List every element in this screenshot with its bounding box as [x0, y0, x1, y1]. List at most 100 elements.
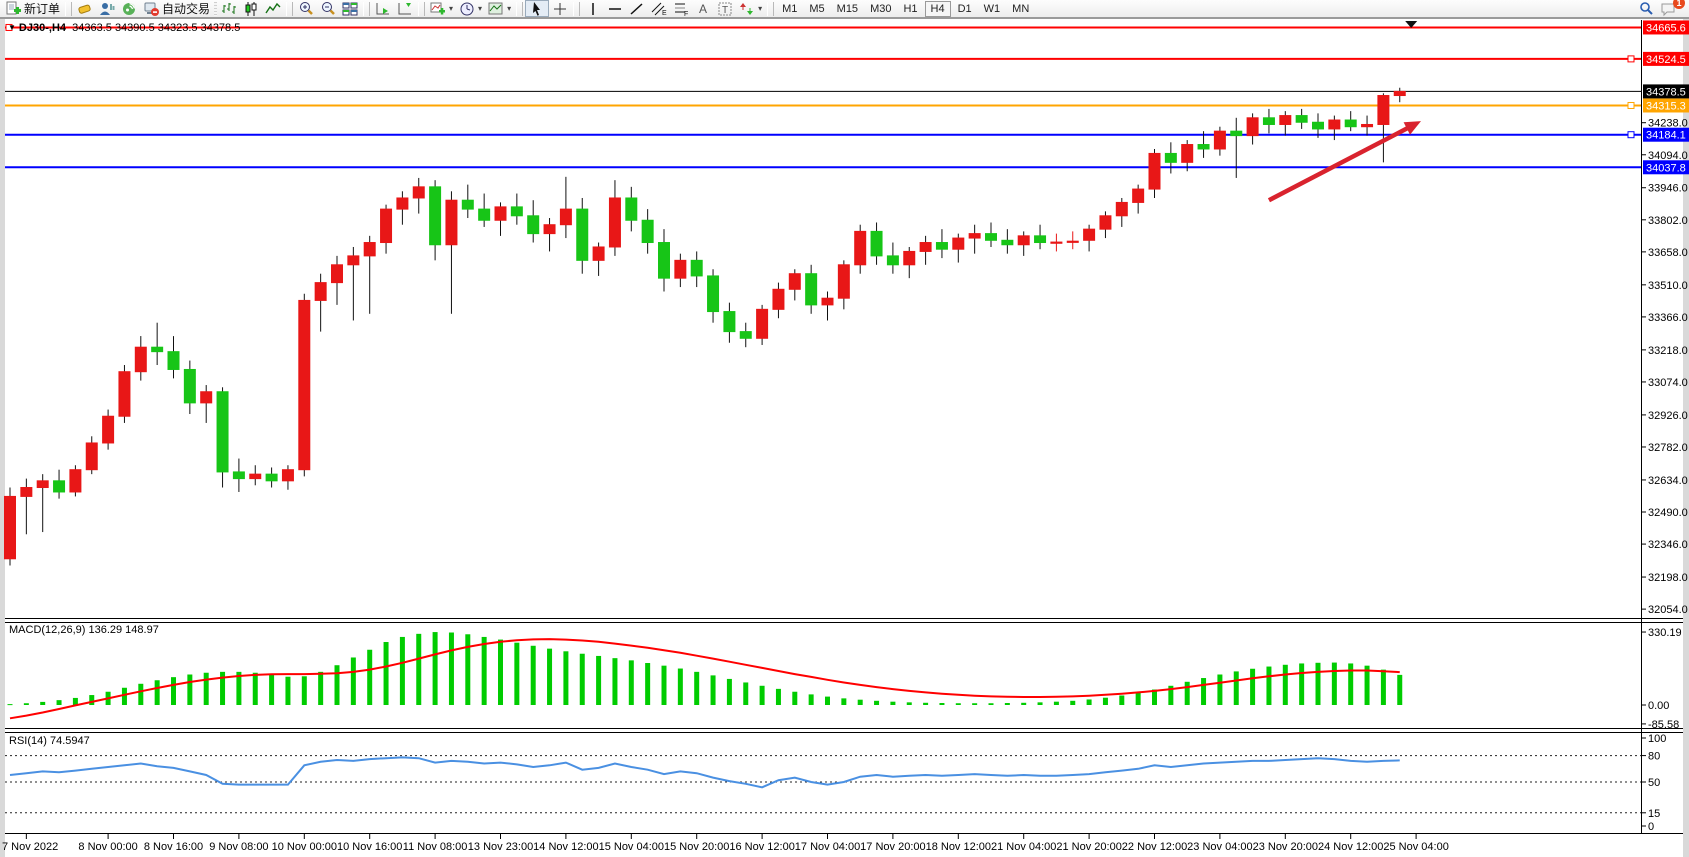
price-tick-label: 32346.0: [1648, 539, 1688, 551]
candle: [1115, 201, 1128, 217]
macd-histogram-bar: [841, 698, 847, 705]
down-triangle-marker[interactable]: [1405, 21, 1418, 28]
level-anchor-marker[interactable]: [1627, 101, 1635, 109]
level-anchor-marker[interactable]: [5, 23, 13, 31]
chart-shift-button[interactable]: [394, 1, 416, 17]
timeframe-button-W1[interactable]: W1: [983, 2, 1001, 15]
svg-text:E: E: [662, 10, 667, 17]
indicators-button[interactable]: ▾: [427, 1, 456, 17]
dropdown-arrow: ▾: [449, 4, 454, 13]
timeframe-button-M15[interactable]: M15: [836, 2, 859, 15]
text-tool-button[interactable]: A: [692, 1, 714, 17]
time-axis-label: 8 Nov 00:00: [78, 841, 137, 853]
timeframe-button-M30[interactable]: M30: [870, 2, 892, 15]
candle: [1132, 188, 1145, 203]
macd-histogram-bar: [775, 688, 781, 705]
search-button[interactable]: [1635, 1, 1657, 17]
text-label-tool-button[interactable]: T: [714, 1, 736, 17]
time-axis-label: 10 Nov 16:00: [337, 841, 402, 853]
arrows-tool-button[interactable]: ▾: [736, 1, 765, 17]
zoom-out-icon: [320, 1, 336, 17]
price-tick-label: 33218.0: [1648, 345, 1688, 357]
level-anchor-marker[interactable]: [1627, 55, 1635, 63]
new-order-button[interactable]: 新订单: [2, 1, 63, 17]
signals-button[interactable]: [118, 1, 140, 17]
chart-shift-icon: [397, 1, 413, 17]
price-level-label: [1643, 127, 1689, 142]
new-order-label: 新订单: [24, 2, 61, 16]
symbol-dropdown-icon[interactable]: ▼: [8, 23, 16, 32]
price-tick-label: 32634.0: [1648, 475, 1688, 487]
macd-histogram-bar: [252, 672, 258, 705]
macd-histogram-bar: [1364, 665, 1370, 705]
macd-histogram-bar: [661, 665, 667, 705]
cursor-tool-button[interactable]: [525, 0, 550, 17]
new-order-icon: [5, 1, 21, 17]
macd-histogram-bar: [1021, 702, 1027, 705]
timeframe-button-H1[interactable]: H1: [903, 2, 918, 15]
macd-histogram-bar: [825, 696, 830, 705]
window-right-border: [1683, 18, 1689, 857]
macd-histogram-bar: [40, 701, 46, 705]
zoom-in-button[interactable]: [295, 1, 317, 17]
macd-histogram-bar: [1070, 700, 1076, 705]
tile-windows-button[interactable]: [339, 1, 361, 17]
line-chart-button[interactable]: [262, 1, 284, 17]
periods-button[interactable]: ▾: [456, 1, 485, 17]
candle: [772, 288, 785, 310]
candlestick-chart-icon: [243, 1, 259, 17]
candle: [592, 246, 605, 261]
candle: [1099, 215, 1112, 230]
toolbar-separator: [363, 1, 371, 16]
timeframe-button-M1[interactable]: M1: [782, 2, 798, 15]
candle: [821, 297, 834, 306]
macd-histogram-bar: [530, 645, 536, 705]
notifications-button[interactable]: 1: [1657, 0, 1685, 17]
channel-icon: E: [651, 1, 667, 17]
candle: [118, 371, 131, 417]
fibonacci-tool-button[interactable]: F: [670, 1, 692, 17]
crosshair-tool-button[interactable]: [549, 1, 571, 17]
timeframe-button-MN[interactable]: MN: [1012, 2, 1030, 15]
macd-histogram-bar: [416, 633, 422, 705]
bar-chart-button[interactable]: [218, 1, 240, 17]
macd-histogram-bar: [187, 674, 193, 705]
macd-histogram-bar: [383, 642, 389, 705]
candle: [641, 219, 654, 244]
candle: [870, 230, 883, 257]
candlestick-chart-button[interactable]: [240, 1, 262, 17]
macd-indicator-label: MACD(12,26,9) 136.29 148.97: [9, 624, 159, 636]
timeframe-button-H4[interactable]: H4: [924, 0, 951, 17]
rsi-tick-label: 15: [1648, 808, 1660, 820]
trend-arrow-annotation[interactable]: [1267, 123, 1414, 203]
templates-button[interactable]: ▾: [485, 1, 514, 17]
autotrading-button[interactable]: 自动交易: [140, 1, 213, 17]
vertical-line-tool-button[interactable]: [582, 1, 604, 17]
timeframe-bar: M1 M5 M15 M30 H1 H4 D1 W1 MN: [776, 0, 1035, 17]
candle: [837, 264, 850, 299]
horizontal-line-tool-button[interactable]: [604, 1, 626, 17]
macd-histogram-bar: [874, 700, 880, 705]
candle: [298, 299, 311, 471]
market-watch-button[interactable]: [96, 1, 118, 17]
dropdown-arrow: ▾: [478, 4, 483, 13]
timeframe-button-D1[interactable]: D1: [957, 2, 972, 15]
auto-scroll-button[interactable]: [372, 1, 394, 17]
price-tick-label: 32198.0: [1648, 572, 1688, 584]
equidistant-channel-tool-button[interactable]: E: [648, 1, 670, 17]
chart-title: ▼ DJ30-,H4 34363.5 34390.5 34323.5 34378.…: [8, 22, 240, 34]
level-anchor-marker[interactable]: [1627, 131, 1635, 139]
time-axis-label: 22 Nov 12:00: [1122, 841, 1187, 853]
charts-profile-button[interactable]: [74, 1, 96, 17]
macd-histogram-bar: [645, 663, 651, 705]
macd-histogram-bar: [367, 649, 373, 705]
macd-histogram-bar: [1233, 671, 1239, 705]
macd-histogram-bar: [1168, 685, 1174, 705]
toolbar-separator: [65, 1, 73, 16]
timeframe-button-M5[interactable]: M5: [809, 2, 825, 15]
trendline-tool-button[interactable]: [626, 1, 648, 17]
zoom-out-button[interactable]: [317, 1, 339, 17]
price-level-label-text: 34184.1: [1646, 130, 1686, 142]
candle: [1034, 235, 1047, 244]
